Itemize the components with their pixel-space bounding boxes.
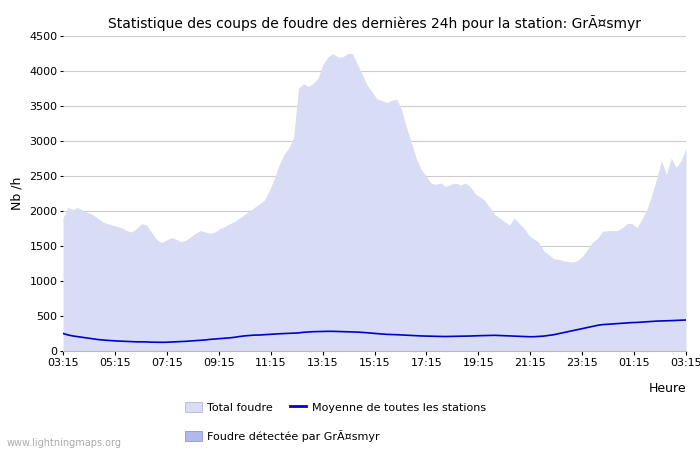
Text: www.lightningmaps.org: www.lightningmaps.org bbox=[7, 438, 122, 448]
Y-axis label: Nb /h: Nb /h bbox=[10, 177, 24, 210]
Text: Heure: Heure bbox=[648, 382, 686, 395]
Legend: Foudre détectée par GrÃ¤smyr: Foudre détectée par GrÃ¤smyr bbox=[181, 426, 384, 447]
Title: Statistique des coups de foudre des dernières 24h pour la station: GrÃ¤smyr: Statistique des coups de foudre des dern… bbox=[108, 15, 641, 31]
